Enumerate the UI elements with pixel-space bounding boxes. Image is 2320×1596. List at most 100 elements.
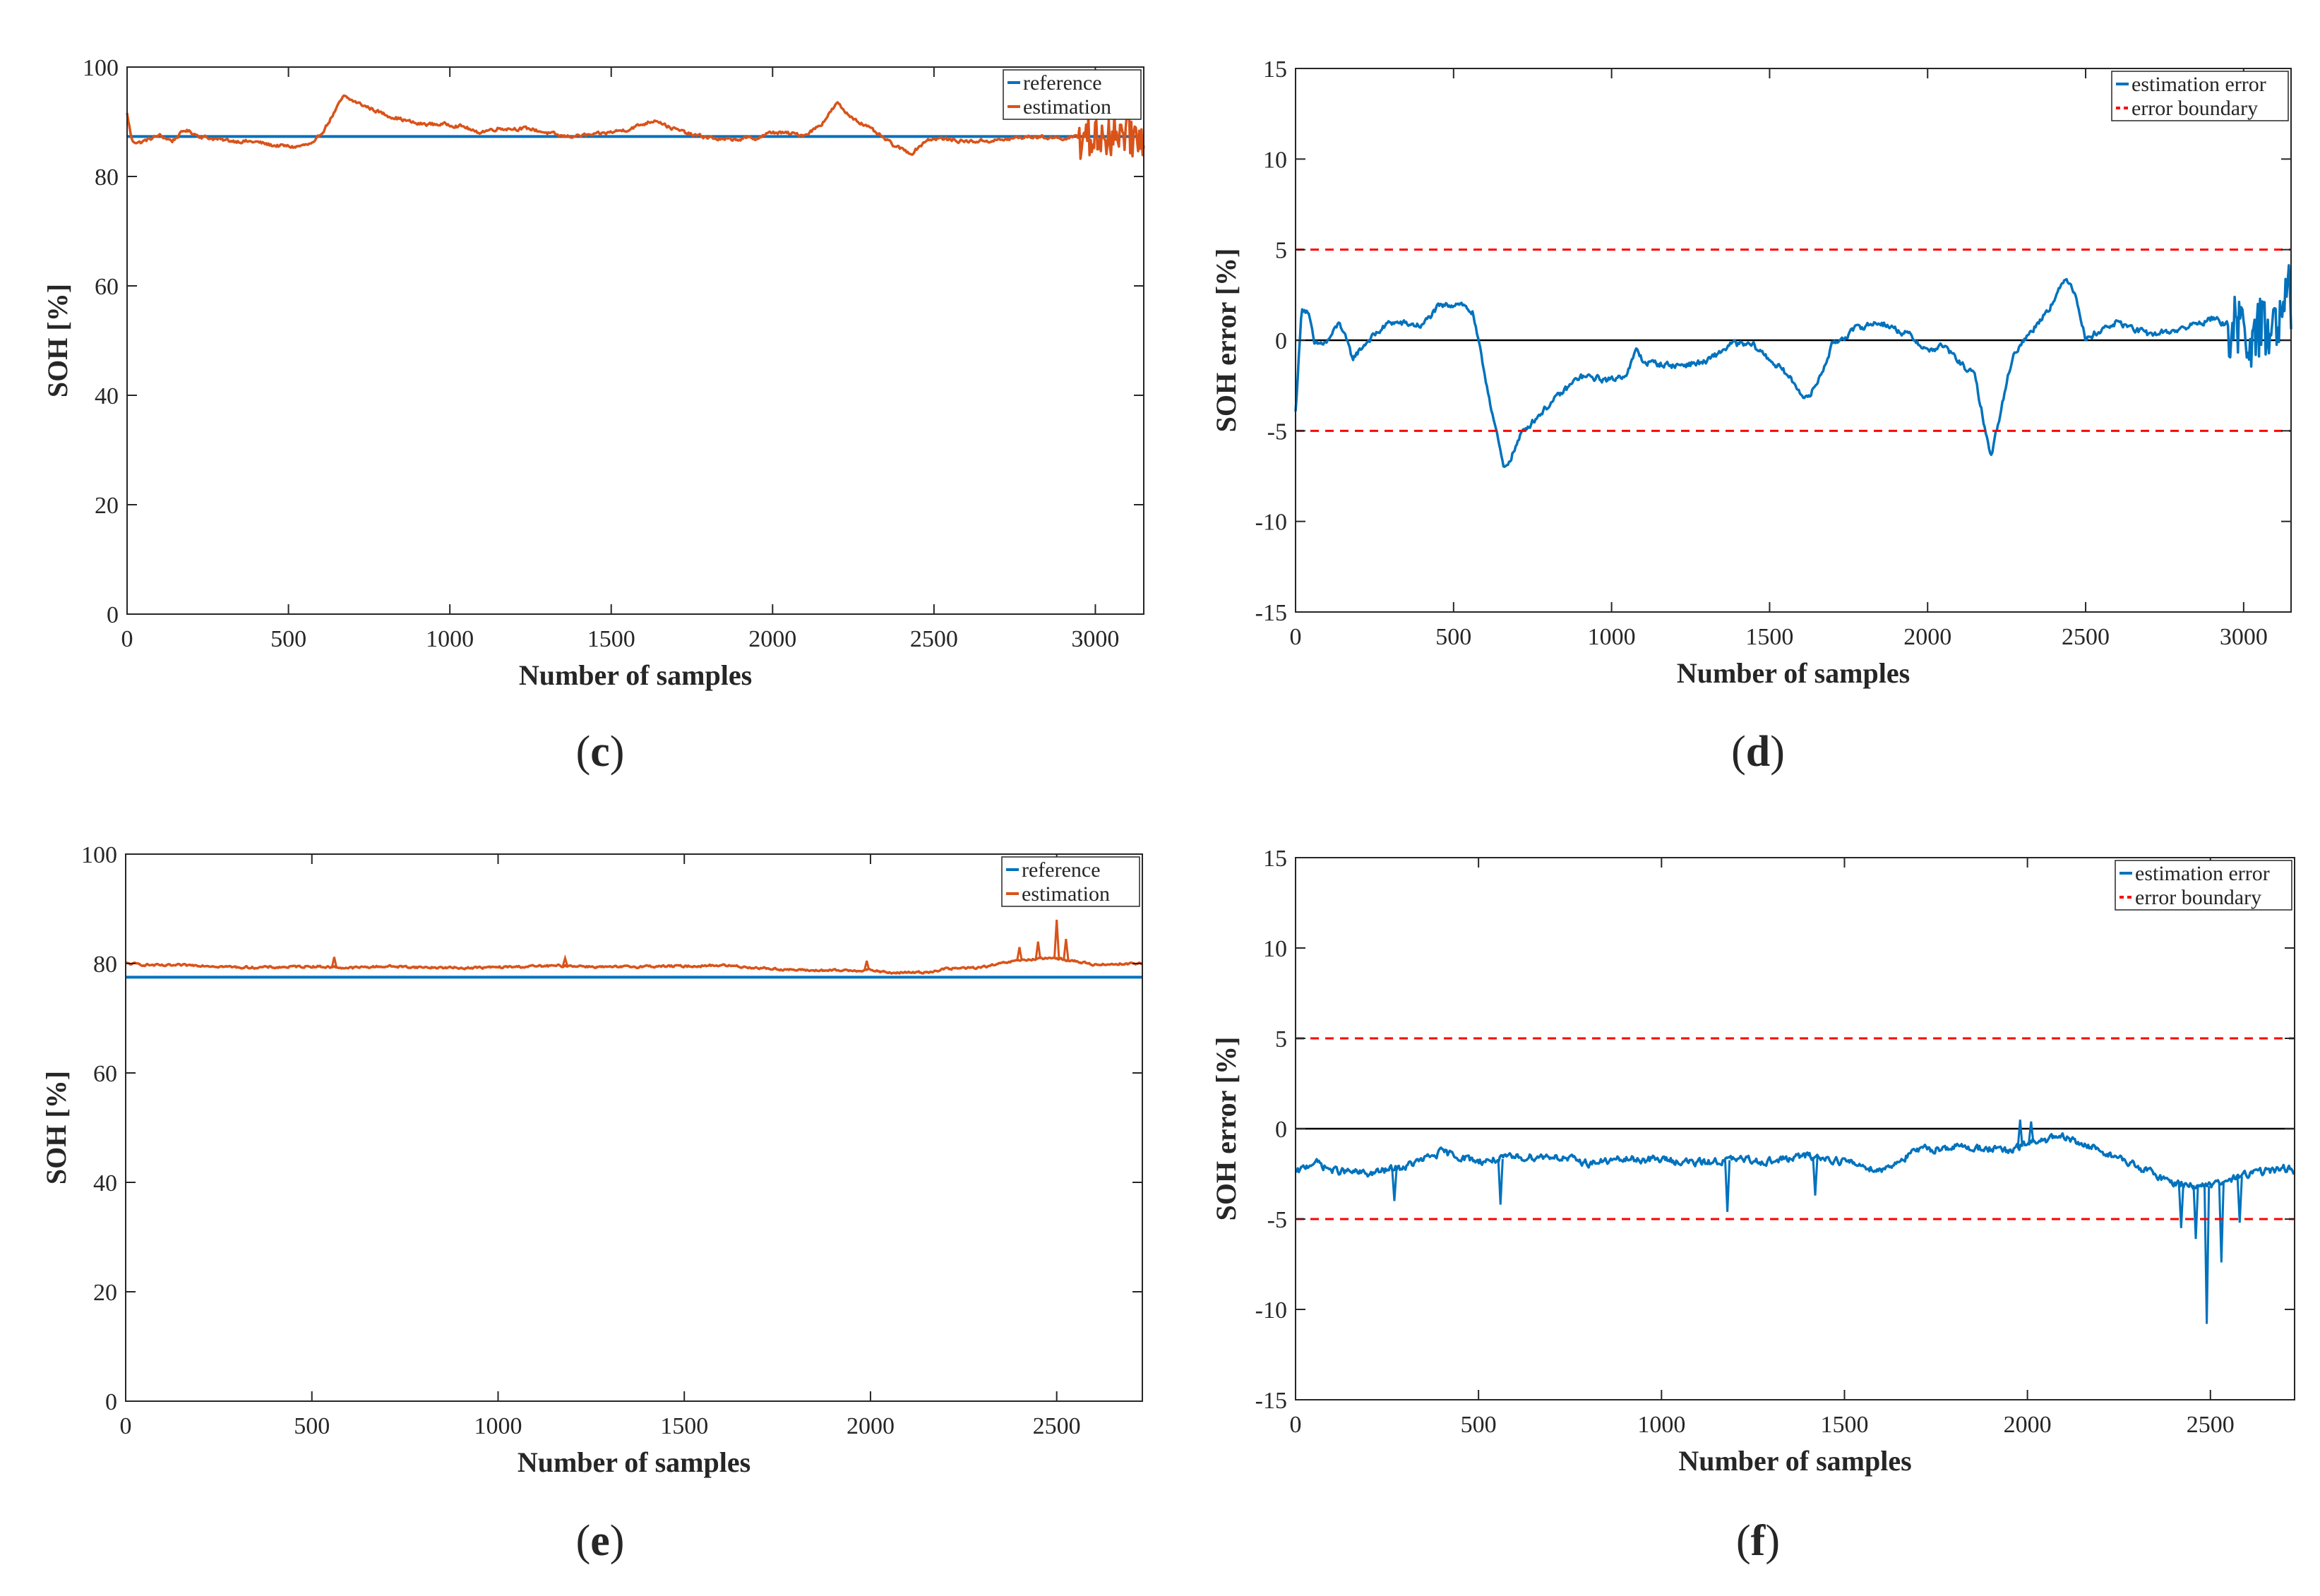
x-tick-label: 500	[1461, 1412, 1497, 1438]
series-spike	[1391, 1168, 1398, 1201]
panel-label-c: (c)	[576, 728, 625, 776]
x-tick-label: 2500	[2062, 624, 2110, 650]
y-axis-label: SOH [%]	[42, 284, 73, 397]
x-tick-label: 1000	[474, 1413, 522, 1439]
panel-label-f: (f)	[1736, 1517, 1780, 1565]
y-axis-label: SOH error [%]	[1210, 1037, 1242, 1221]
y-tick-label: 60	[95, 274, 119, 300]
x-tick-label: 2000	[2004, 1412, 2052, 1438]
series-line-estimation-error	[1295, 1132, 2296, 1191]
y-tick-label: -15	[1255, 1388, 1287, 1414]
x-tick-label: 2000	[748, 626, 796, 652]
legend-box	[1001, 856, 1140, 907]
series-spike	[330, 956, 338, 968]
y-tick-label: 60	[93, 1061, 117, 1087]
series-line-estimation	[126, 94, 1145, 160]
y-tick-label: 40	[95, 383, 119, 409]
series-spike	[2218, 1182, 2225, 1263]
x-tick-label: 2500	[1033, 1413, 1081, 1439]
legend-entry: estimation	[1023, 95, 1111, 119]
y-tick-label: 20	[93, 1280, 117, 1306]
y-tick-label: 5	[1275, 238, 1287, 264]
y-tick-label: 0	[105, 1389, 117, 1415]
axes-box	[125, 853, 1143, 1402]
x-tick-label: 0	[120, 1413, 132, 1439]
plot-area	[127, 67, 1144, 614]
panel-d: 0 500 1000 1500 2000 2500 3000 -15 -10 -5 0 5 10 15 Nu…	[1210, 56, 2292, 689]
series-spike	[1053, 919, 1060, 959]
series-spike	[1034, 941, 1041, 959]
legend-entry: estimation	[1022, 882, 1110, 906]
x-tick-label: 500	[1435, 624, 1471, 650]
series-spike	[863, 960, 871, 971]
x-tick-label: 3000	[2220, 624, 2268, 650]
x-tick-label: 1000	[426, 626, 474, 652]
axes-box	[126, 66, 1144, 615]
y-tick-label: -10	[1255, 1297, 1287, 1324]
y-tick-label: 15	[1263, 846, 1287, 872]
series-spike	[2192, 1184, 2199, 1240]
y-tick-label: 80	[95, 164, 119, 191]
x-tick-label: 500	[294, 1413, 330, 1439]
series-spike	[2016, 1120, 2023, 1147]
legend-entry: reference	[1022, 858, 1101, 882]
y-tick-label: 10	[1263, 147, 1287, 173]
x-tick-label: 0	[1290, 624, 1302, 650]
x-tick-label: 0	[1290, 1412, 1302, 1438]
y-tick-label: 100	[83, 55, 119, 81]
x-axis-label: Number of samples	[1678, 1445, 1911, 1477]
y-tick-label: -15	[1255, 600, 1287, 626]
x-tick-label: 1000	[1588, 624, 1636, 650]
panel-e: 0 500 1000 1500 2000 2500 0 20 40 60 80 100 Number o…	[40, 842, 1143, 1478]
legend-entry: reference	[1023, 71, 1102, 95]
y-tick-label: 10	[1263, 936, 1287, 962]
y-tick-label: 0	[1275, 1117, 1287, 1143]
x-tick-label: 3000	[1071, 626, 1119, 652]
y-tick-label: 0	[1275, 328, 1287, 354]
x-tick-label: 2500	[910, 626, 958, 652]
series-spike	[561, 954, 569, 966]
x-axis-label: Number of samples	[518, 1446, 751, 1478]
y-axis-label: SOH error [%]	[1210, 248, 1242, 433]
x-tick-label: 1500	[1745, 624, 1793, 650]
x-tick-label: 2500	[2187, 1412, 2235, 1438]
panel-label-e: (e)	[576, 1517, 625, 1565]
y-tick-label: 80	[93, 952, 117, 978]
series-spike	[1812, 1156, 1819, 1196]
series-spike	[1016, 947, 1023, 961]
y-axis-label: SOH [%]	[40, 1071, 72, 1184]
legend-box	[1003, 69, 1142, 120]
legend-entry: error boundary	[2131, 97, 2258, 120]
y-tick-label: 15	[1263, 56, 1287, 83]
x-tick-label: 1500	[587, 626, 635, 652]
x-tick-label: 2000	[847, 1413, 895, 1439]
x-tick-label: 1500	[660, 1413, 708, 1439]
panel-c: 0 500 1000 1500 2000 2500 3000 0 20 40 60 80 100 Numb…	[42, 55, 1145, 691]
series-spike	[1497, 1158, 1504, 1205]
series-spike	[2236, 1176, 2243, 1223]
x-tick-label: 1000	[1637, 1412, 1685, 1438]
y-tick-label: 0	[107, 602, 119, 628]
y-tick-label: 5	[1275, 1026, 1287, 1052]
legend-entry: error boundary	[2135, 886, 2261, 909]
y-tick-label: 20	[95, 493, 119, 519]
series-spike	[2203, 1186, 2211, 1324]
y-tick-label: 100	[81, 842, 117, 868]
legend-entry: estimation error	[2131, 73, 2266, 96]
legend-entry: estimation error	[2135, 862, 2270, 885]
plot-area	[126, 854, 1142, 1401]
series-spike	[1063, 938, 1070, 960]
panel-label-d: (d)	[1731, 728, 1785, 776]
x-axis-label: Number of samples	[1677, 657, 1910, 689]
legend-box	[2115, 860, 2292, 911]
x-tick-label: 500	[270, 626, 306, 652]
x-axis-label: Number of samples	[519, 659, 752, 691]
series-line-estimation-error	[1294, 264, 2292, 468]
series-spike	[2028, 1121, 2035, 1143]
series-spike	[1724, 1160, 1731, 1212]
legend-box	[2111, 71, 2289, 121]
x-tick-label: 1500	[1820, 1412, 1868, 1438]
y-tick-label: -5	[1267, 1207, 1287, 1233]
y-tick-label: -10	[1255, 510, 1287, 536]
